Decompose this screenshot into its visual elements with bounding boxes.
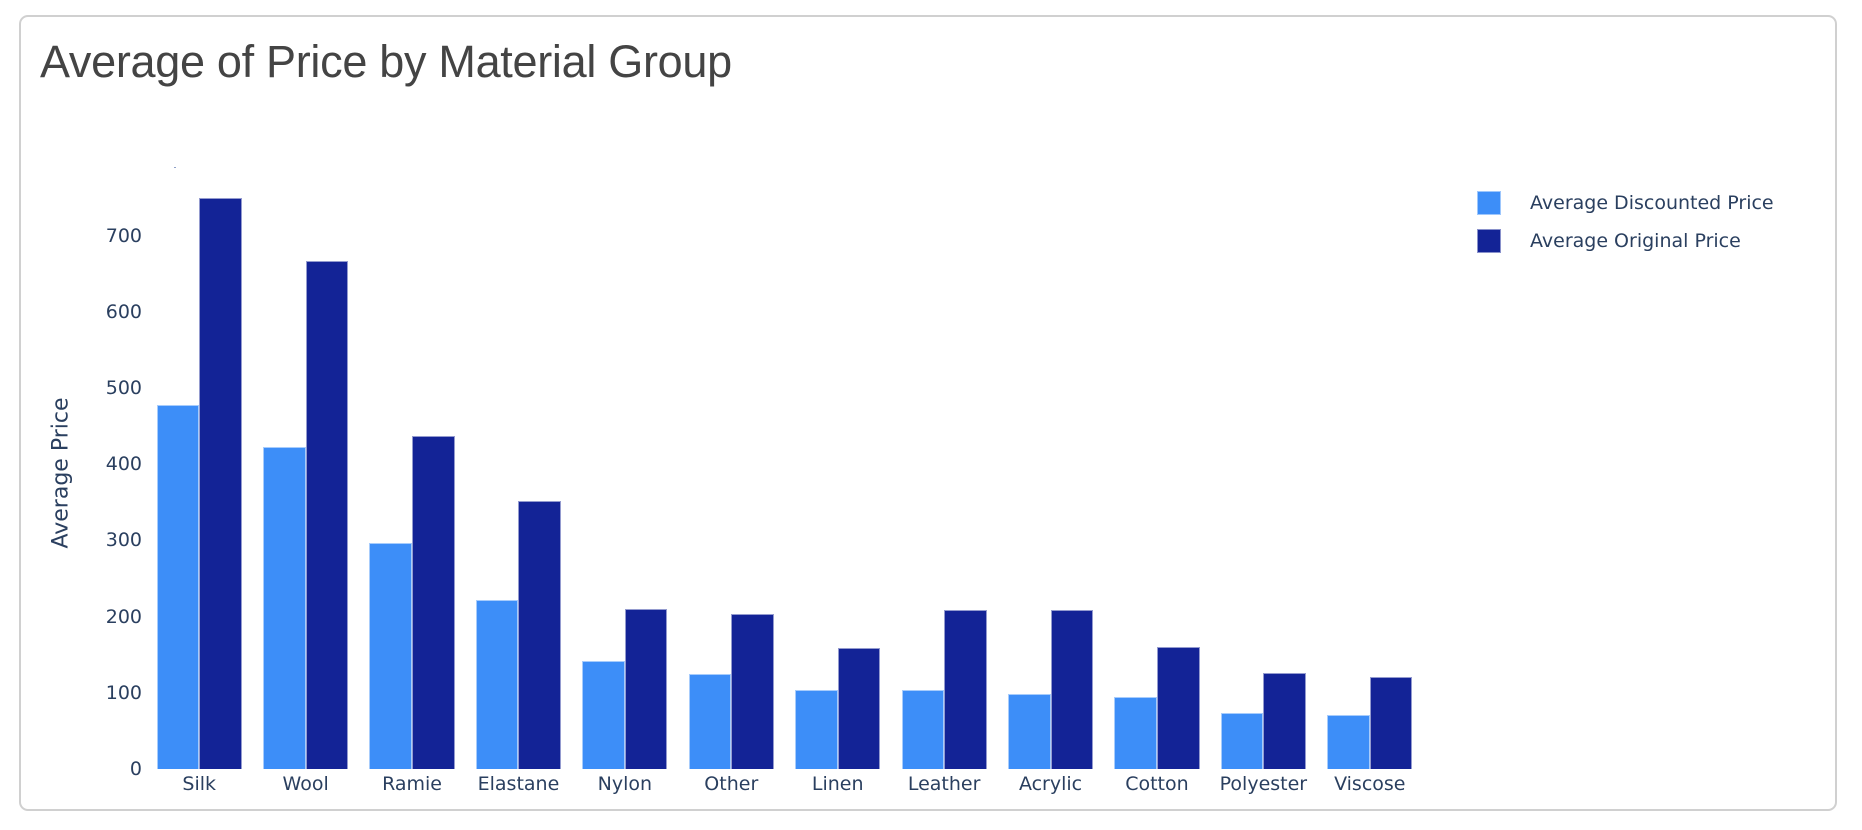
bar-discounted-ramie[interactable] bbox=[369, 542, 413, 769]
x-tick-label: Acrylic bbox=[1018, 773, 1083, 795]
bar-original-acrylic[interactable] bbox=[1050, 609, 1094, 769]
bar-original-other[interactable] bbox=[731, 613, 774, 769]
legend: Average Discounted Price Average Origina… bbox=[1477, 184, 1774, 260]
bar-group-other bbox=[688, 168, 774, 769]
bar-group-nylon bbox=[582, 168, 668, 769]
x-tick-label: Silk bbox=[182, 773, 217, 795]
legend-item-original[interactable]: Average Original Price bbox=[1477, 222, 1774, 260]
legend-item-discounted[interactable]: Average Discounted Price bbox=[1477, 184, 1774, 222]
bar-original-silk[interactable] bbox=[199, 197, 242, 769]
legend-label: Average Discounted Price bbox=[1530, 192, 1774, 214]
x-tick-label: Elastane bbox=[477, 773, 560, 795]
x-tick-label: Nylon bbox=[597, 773, 653, 795]
bar-original-nylon[interactable] bbox=[624, 609, 668, 769]
y-tick-label: 700 bbox=[105, 224, 142, 247]
x-tick-label: Cotton bbox=[1125, 773, 1189, 795]
bar-group-acrylic bbox=[1007, 168, 1094, 769]
bar-group-cotton bbox=[1114, 168, 1200, 769]
y-tick-label: 600 bbox=[105, 300, 142, 323]
bar-group-leather bbox=[901, 168, 987, 769]
bar-original-wool[interactable] bbox=[305, 260, 349, 769]
bar-discounted-polyester[interactable] bbox=[1220, 712, 1264, 769]
y-tick-label: 200 bbox=[105, 605, 142, 628]
plot-area[interactable] bbox=[146, 168, 1423, 769]
bar-discounted-leather[interactable] bbox=[901, 689, 945, 769]
x-tick-label: Wool bbox=[282, 773, 329, 795]
bar-discounted-wool[interactable] bbox=[263, 446, 306, 769]
bar-discounted-acrylic[interactable] bbox=[1007, 694, 1051, 769]
x-tick-label: Other bbox=[704, 773, 759, 795]
bar-group-wool bbox=[263, 168, 349, 769]
x-tick-label: Leather bbox=[907, 773, 981, 795]
bar-discounted-silk[interactable] bbox=[156, 404, 200, 769]
bar-discounted-linen[interactable] bbox=[795, 689, 838, 769]
x-tick-label: Linen bbox=[811, 773, 864, 795]
bar-group-viscose bbox=[1327, 168, 1413, 769]
bar-group-ramie bbox=[369, 168, 455, 769]
bar-original-elastane[interactable] bbox=[518, 500, 562, 769]
bar-discounted-cotton[interactable] bbox=[1114, 696, 1157, 769]
bar-original-leather[interactable] bbox=[944, 609, 987, 769]
chart-title: Average of Price by Material Group bbox=[40, 36, 732, 87]
y-tick-label: 300 bbox=[105, 529, 142, 552]
y-tick-label: 400 bbox=[105, 453, 142, 476]
bar-discounted-nylon[interactable] bbox=[582, 660, 625, 769]
y-tick-label: 100 bbox=[105, 681, 142, 704]
bar-original-polyester[interactable] bbox=[1263, 673, 1306, 769]
bar-discounted-elastane[interactable] bbox=[475, 599, 519, 769]
x-tick-label: Viscose bbox=[1334, 773, 1406, 795]
bar-original-ramie[interactable] bbox=[412, 436, 455, 769]
bar-group-polyester bbox=[1220, 168, 1306, 769]
plot-artifact-mark bbox=[174, 167, 176, 168]
bar-original-cotton[interactable] bbox=[1156, 647, 1200, 769]
bar-group-silk bbox=[156, 168, 242, 769]
bar-discounted-viscose[interactable] bbox=[1327, 714, 1370, 769]
y-axis-label: Average Price bbox=[48, 397, 74, 549]
bar-group-elastane bbox=[475, 168, 562, 769]
x-tick-label: Ramie bbox=[382, 773, 442, 795]
x-tick-label: Polyester bbox=[1219, 773, 1308, 795]
bar-original-linen[interactable] bbox=[837, 647, 881, 769]
y-tick-label: 0 bbox=[129, 758, 142, 780]
legend-label: Average Original Price bbox=[1530, 230, 1741, 252]
bar-discounted-other[interactable] bbox=[688, 673, 732, 769]
bar-original-viscose[interactable] bbox=[1369, 676, 1413, 769]
y-tick-label: 500 bbox=[105, 377, 142, 400]
bar-group-linen bbox=[795, 168, 881, 769]
legend-swatch-original bbox=[1477, 229, 1501, 253]
legend-swatch-discounted bbox=[1477, 191, 1501, 215]
